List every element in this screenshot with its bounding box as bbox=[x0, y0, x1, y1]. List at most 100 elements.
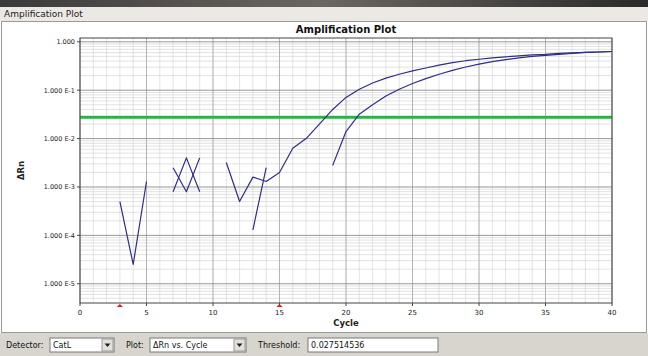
threshold-value: 0.027514536 bbox=[311, 341, 364, 350]
chart-svg: Amplification PlotAmplification Plot1.00… bbox=[0, 0, 648, 356]
y-tick bbox=[77, 90, 80, 91]
plot-select-arrow bbox=[237, 344, 243, 348]
minor-grid-x bbox=[146, 38, 147, 303]
x-tick-label: 15 bbox=[275, 309, 284, 317]
minor-grid-x bbox=[119, 38, 120, 303]
minor-grid-x bbox=[279, 38, 280, 303]
control-bar: Detector: CatL Plot: ΔRn vs. Cycle Threshold… bbox=[0, 333, 648, 356]
minor-grid-x bbox=[572, 38, 573, 303]
grid-line-x bbox=[412, 38, 413, 303]
minor-grid-x bbox=[452, 38, 453, 303]
threshold-line bbox=[80, 116, 612, 119]
detector-select-arrow bbox=[105, 344, 111, 348]
minor-grid-x bbox=[492, 38, 493, 303]
minor-grid-x bbox=[239, 38, 240, 303]
y-tick bbox=[77, 41, 80, 42]
detector-select-button[interactable] bbox=[102, 339, 113, 351]
minor-grid-x bbox=[319, 38, 320, 303]
data-group bbox=[80, 52, 612, 265]
x-tick bbox=[213, 303, 214, 306]
x-tick-label: 5 bbox=[144, 309, 148, 317]
x-tick bbox=[479, 303, 480, 306]
x-tick-label: 10 bbox=[209, 309, 218, 317]
minor-grid-x bbox=[425, 38, 426, 303]
axes: 1.000 1.000 E-1 1.000 E-2 1.000 E-3 1.000 E-… bbox=[16, 38, 616, 328]
photo-strip bbox=[0, 0, 648, 7]
minor-grid-x bbox=[332, 38, 333, 303]
plot-select[interactable] bbox=[150, 338, 246, 352]
minor-grid-x bbox=[93, 38, 94, 303]
x-tick-label: 35 bbox=[541, 309, 550, 317]
grid-line-x bbox=[279, 38, 280, 303]
control-bar-bg bbox=[0, 333, 648, 356]
chart-panel bbox=[2, 22, 647, 333]
detector-select-value: CatL bbox=[53, 341, 72, 350]
plot-background bbox=[80, 38, 612, 303]
minor-grid-x bbox=[106, 38, 107, 303]
x-tick-label: 25 bbox=[408, 309, 417, 317]
minor-grid-x bbox=[585, 38, 586, 303]
minor-grid-x bbox=[252, 38, 253, 303]
title-bar bbox=[0, 7, 648, 21]
minor-grid-x bbox=[532, 38, 533, 303]
grid-line-y bbox=[80, 90, 612, 91]
grid-line-y bbox=[80, 235, 612, 236]
y-tick bbox=[77, 235, 80, 236]
minor-grid-x bbox=[226, 38, 227, 303]
y-tick-label: 1.000 E-4 bbox=[44, 232, 75, 240]
minor-grid-x bbox=[372, 38, 373, 303]
x-tick-label: 40 bbox=[608, 309, 617, 317]
grid bbox=[80, 38, 612, 303]
minor-grid-x bbox=[479, 38, 480, 303]
y-axis-label: ΔRn bbox=[16, 161, 26, 180]
detector-label: Detector: bbox=[6, 341, 43, 350]
minor-grid-x bbox=[465, 38, 466, 303]
plot-label: Plot: bbox=[126, 341, 144, 350]
baseline-marker bbox=[277, 304, 283, 307]
x-tick bbox=[146, 303, 147, 306]
x-axis-label: Cycle bbox=[333, 318, 359, 328]
x-tick bbox=[412, 303, 413, 306]
y-tick-label: 1.000 E-3 bbox=[44, 183, 75, 191]
grid-line-y bbox=[80, 186, 612, 187]
grid-line-y bbox=[80, 138, 612, 139]
minor-grid-x bbox=[598, 38, 599, 303]
minor-grid-x bbox=[346, 38, 347, 303]
x-tick-label: 30 bbox=[475, 309, 484, 317]
minor-grid-x bbox=[412, 38, 413, 303]
grid-line-y bbox=[80, 283, 612, 284]
grid-line-x bbox=[213, 38, 214, 303]
minor-grid-x bbox=[439, 38, 440, 303]
grid-line-x bbox=[346, 38, 347, 303]
plot-select-value: ΔRn vs. Cycle bbox=[153, 341, 208, 350]
x-tick bbox=[80, 303, 81, 306]
y-tick bbox=[77, 283, 80, 284]
y-tick-label: 1.000 E-1 bbox=[44, 87, 75, 95]
minor-grid-x bbox=[173, 38, 174, 303]
plot-select-button[interactable] bbox=[234, 339, 245, 351]
detector-select[interactable] bbox=[50, 338, 114, 352]
minor-grid-x bbox=[359, 38, 360, 303]
y-tick-label: 1.000 E-2 bbox=[44, 135, 75, 143]
amplification-curve bbox=[173, 52, 612, 230]
y-tick bbox=[77, 138, 80, 139]
minor-grid-x bbox=[545, 38, 546, 303]
minor-grid-x bbox=[292, 38, 293, 303]
y-tick-label: 1.000 bbox=[56, 38, 75, 46]
plot-frame bbox=[80, 38, 612, 303]
grid-line-x bbox=[479, 38, 480, 303]
threshold-label: Threshold: bbox=[257, 341, 300, 350]
page: {"window": {"title": "Amplification Plot… bbox=[0, 0, 648, 356]
minor-grid-x bbox=[518, 38, 519, 303]
window-title: Amplification Plot bbox=[4, 9, 83, 19]
y-tick-label: 1.000 E-5 bbox=[44, 280, 75, 288]
minor-grid-x bbox=[306, 38, 307, 303]
minor-grid-x bbox=[199, 38, 200, 303]
grid-line-x bbox=[545, 38, 546, 303]
baseline-marker bbox=[117, 304, 123, 307]
minor-grid-x bbox=[505, 38, 506, 303]
amplification-curve bbox=[120, 52, 612, 265]
threshold-input[interactable] bbox=[308, 338, 438, 352]
minor-grid-x bbox=[186, 38, 187, 303]
grid-line-x bbox=[146, 38, 147, 303]
